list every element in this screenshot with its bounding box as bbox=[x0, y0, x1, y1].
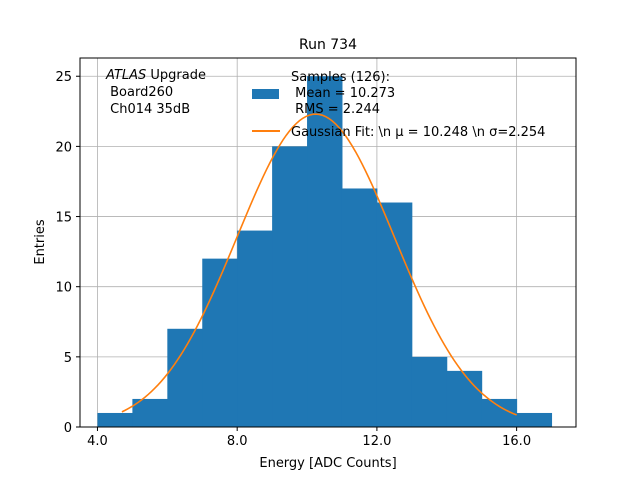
x-tick-label: 4.0 bbox=[87, 434, 108, 449]
legend-hist-line-3: RMS = 2.244 bbox=[291, 102, 380, 117]
annotation-italic: ATLAS bbox=[105, 68, 146, 83]
histogram-bar bbox=[446, 370, 483, 427]
y-tick-label: 5 bbox=[64, 351, 72, 366]
legend-hist-line-1: Samples (126): bbox=[291, 70, 390, 85]
plot-frame bbox=[79, 57, 577, 428]
x-tick-label: 16.0 bbox=[502, 434, 531, 449]
histogram-bar bbox=[97, 412, 133, 427]
x-axis-ticks: 4.0 8.0 12.0 16.0 bbox=[87, 427, 531, 449]
histogram-bar bbox=[376, 202, 413, 427]
histogram-bar bbox=[202, 258, 238, 427]
annotation-rest: Upgrade bbox=[146, 68, 206, 83]
histogram-bars bbox=[97, 76, 553, 428]
legend-hist-patch bbox=[252, 89, 279, 99]
y-tick-label: 0 bbox=[64, 421, 72, 436]
legend: Samples (126): Mean = 10.273 RMS = 2.244… bbox=[252, 70, 545, 140]
histogram-bar bbox=[516, 412, 553, 427]
x-axis-label: Energy [ADC Counts] bbox=[259, 456, 396, 471]
x-tick-label: 12.0 bbox=[362, 434, 391, 449]
histogram-bar bbox=[411, 356, 448, 427]
histogram-bar bbox=[307, 76, 343, 428]
y-tick-label: 10 bbox=[55, 281, 72, 296]
annotation-line-2: Board260 bbox=[106, 85, 173, 100]
y-tick-label: 15 bbox=[55, 211, 72, 226]
legend-hist-line-2: Mean = 10.273 bbox=[291, 86, 395, 101]
fit-curve bbox=[121, 113, 517, 416]
histogram-bar bbox=[167, 328, 203, 427]
histogram-bar bbox=[272, 146, 308, 427]
annotation-line-3: Ch014 35dB bbox=[106, 102, 190, 117]
legend-fit-label: Gaussian Fit: \n μ = 10.248 \n σ=2.254 bbox=[291, 125, 545, 140]
y-axis-ticks: 0 5 10 15 20 25 bbox=[55, 70, 80, 436]
x-tick-label: 8.0 bbox=[227, 434, 248, 449]
histogram-bar bbox=[237, 230, 273, 427]
y-axis-label: Entries bbox=[33, 219, 48, 265]
chart-title: Run 734 bbox=[299, 37, 357, 53]
histogram-bar bbox=[132, 398, 168, 427]
gaussian-fit bbox=[121, 113, 517, 416]
y-tick-label: 25 bbox=[55, 70, 72, 85]
atlas-annotation: ATLAS Upgrade Board260 Ch014 35dB bbox=[105, 68, 206, 117]
histogram-bar bbox=[341, 188, 378, 427]
annotation-line-1: ATLAS Upgrade bbox=[105, 68, 206, 83]
y-tick-label: 20 bbox=[55, 140, 72, 155]
